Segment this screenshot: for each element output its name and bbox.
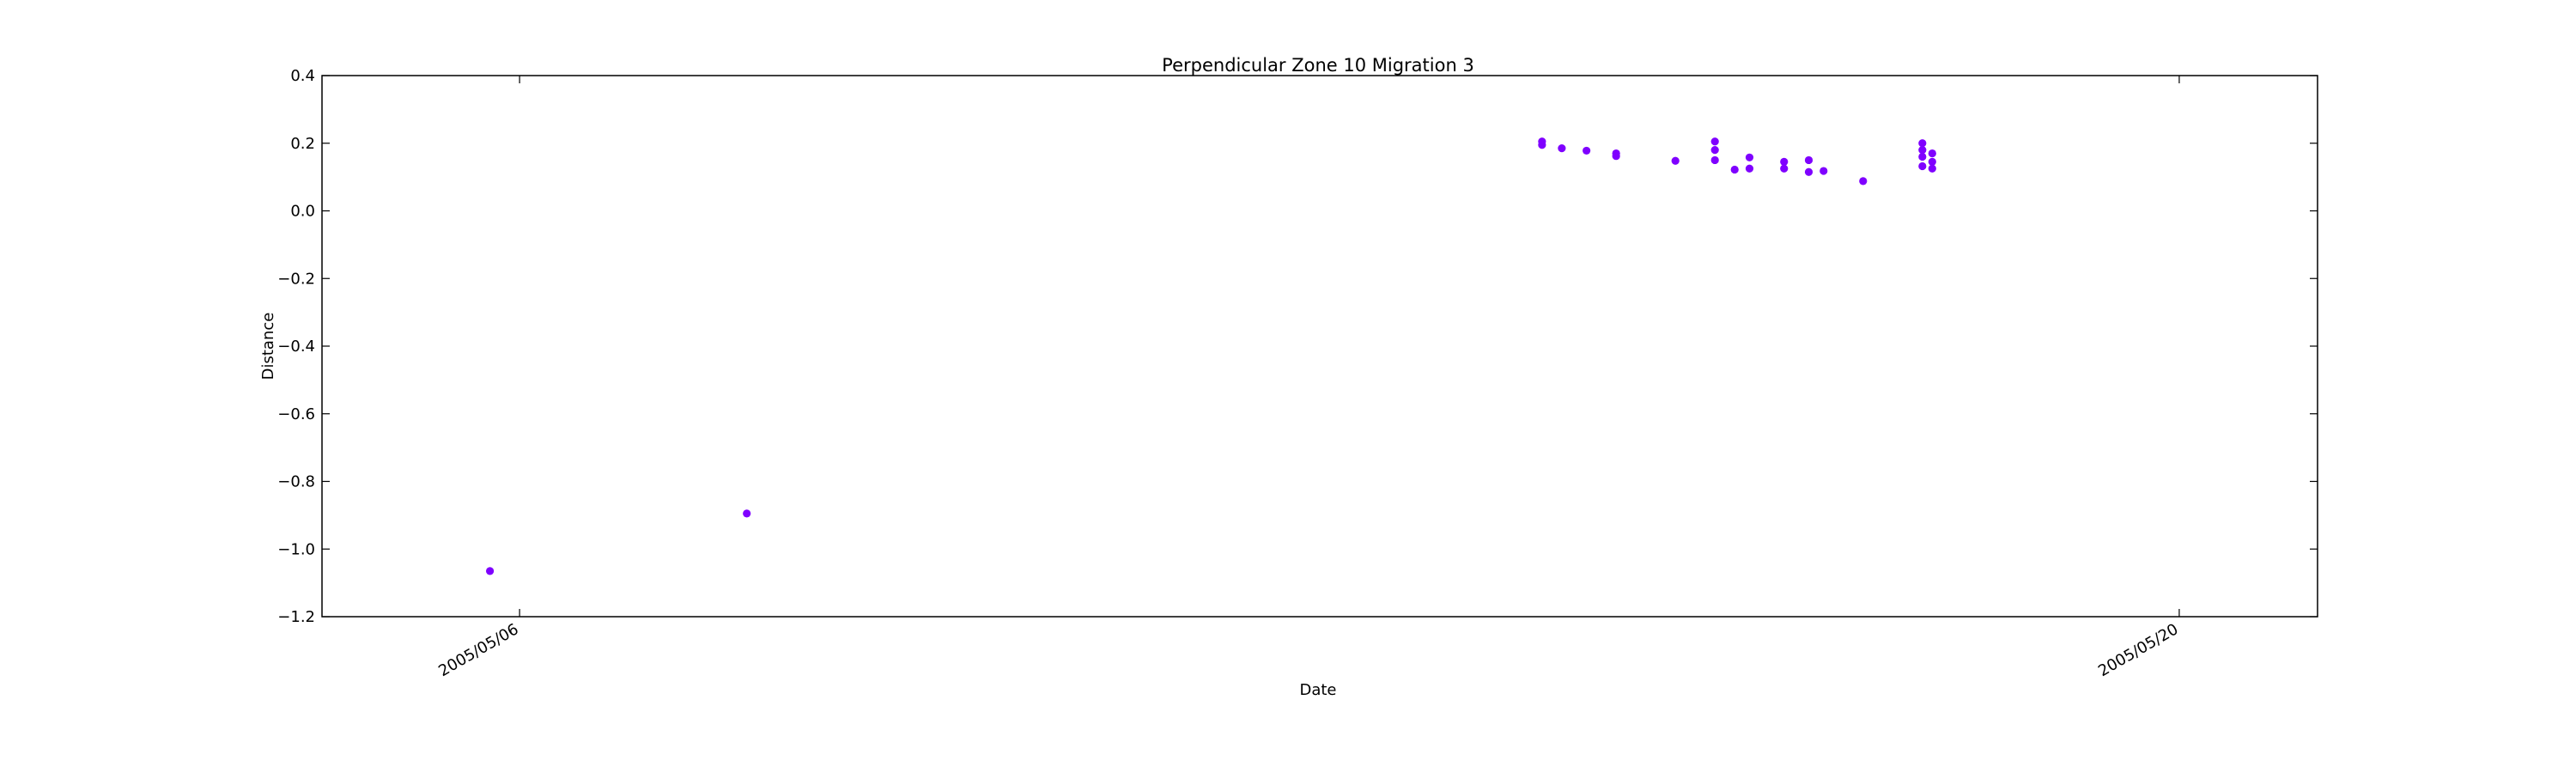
data-point: [1928, 164, 1936, 173]
y-tick-label: −1.0: [277, 540, 315, 558]
data-point: [743, 509, 751, 518]
data-point: [1918, 152, 1927, 161]
data-point: [1918, 139, 1927, 148]
data-point: [1730, 165, 1739, 174]
data-point: [1745, 164, 1754, 173]
data-point: [485, 567, 495, 575]
data-point: [1671, 156, 1680, 165]
data-point: [1558, 144, 1566, 153]
y-axis-label: Distance: [259, 313, 277, 380]
y-tick-label: 0.2: [290, 135, 315, 153]
data-point: [1918, 161, 1927, 171]
data-point: [1612, 152, 1620, 161]
y-tick-label: −0.4: [277, 338, 315, 356]
chart-title: Perpendicular Zone 10 Migration 3: [1162, 55, 1474, 76]
y-tick-label: −0.6: [277, 405, 315, 423]
plot-area: [321, 75, 2318, 618]
y-tick-label: 0.4: [290, 67, 315, 85]
data-point: [1710, 146, 1719, 155]
x-tick-label: 2005/05/20: [2095, 620, 2181, 680]
y-tick-label: −1.2: [277, 608, 315, 626]
x-axis-label: Date: [1299, 681, 1336, 699]
y-tick-label: −0.2: [277, 270, 315, 288]
y-tick-label: 0.0: [290, 203, 315, 221]
data-point: [1710, 137, 1719, 146]
data-point: [1583, 146, 1591, 155]
data-point: [1820, 167, 1828, 175]
data-point: [1859, 177, 1868, 186]
y-tick-label: −0.8: [277, 473, 315, 491]
data-point: [1928, 157, 1936, 167]
data-point: [1928, 149, 1936, 158]
data-point: [1745, 153, 1754, 161]
data-point: [1804, 167, 1814, 176]
y-axis: 0.4 0.2 0.0 −0.2 −0.4 −0.6 −0.8 −1.0 −1.2: [277, 67, 2318, 626]
data-point: [1918, 146, 1927, 155]
data-point: [1538, 141, 1546, 149]
data-point: [1780, 157, 1789, 167]
data-point: [1710, 155, 1719, 165]
x-tick-label: 2005/05/06: [435, 620, 521, 680]
data-point: [1804, 155, 1814, 165]
data-point: [1780, 164, 1789, 173]
data-points: [485, 137, 1936, 575]
